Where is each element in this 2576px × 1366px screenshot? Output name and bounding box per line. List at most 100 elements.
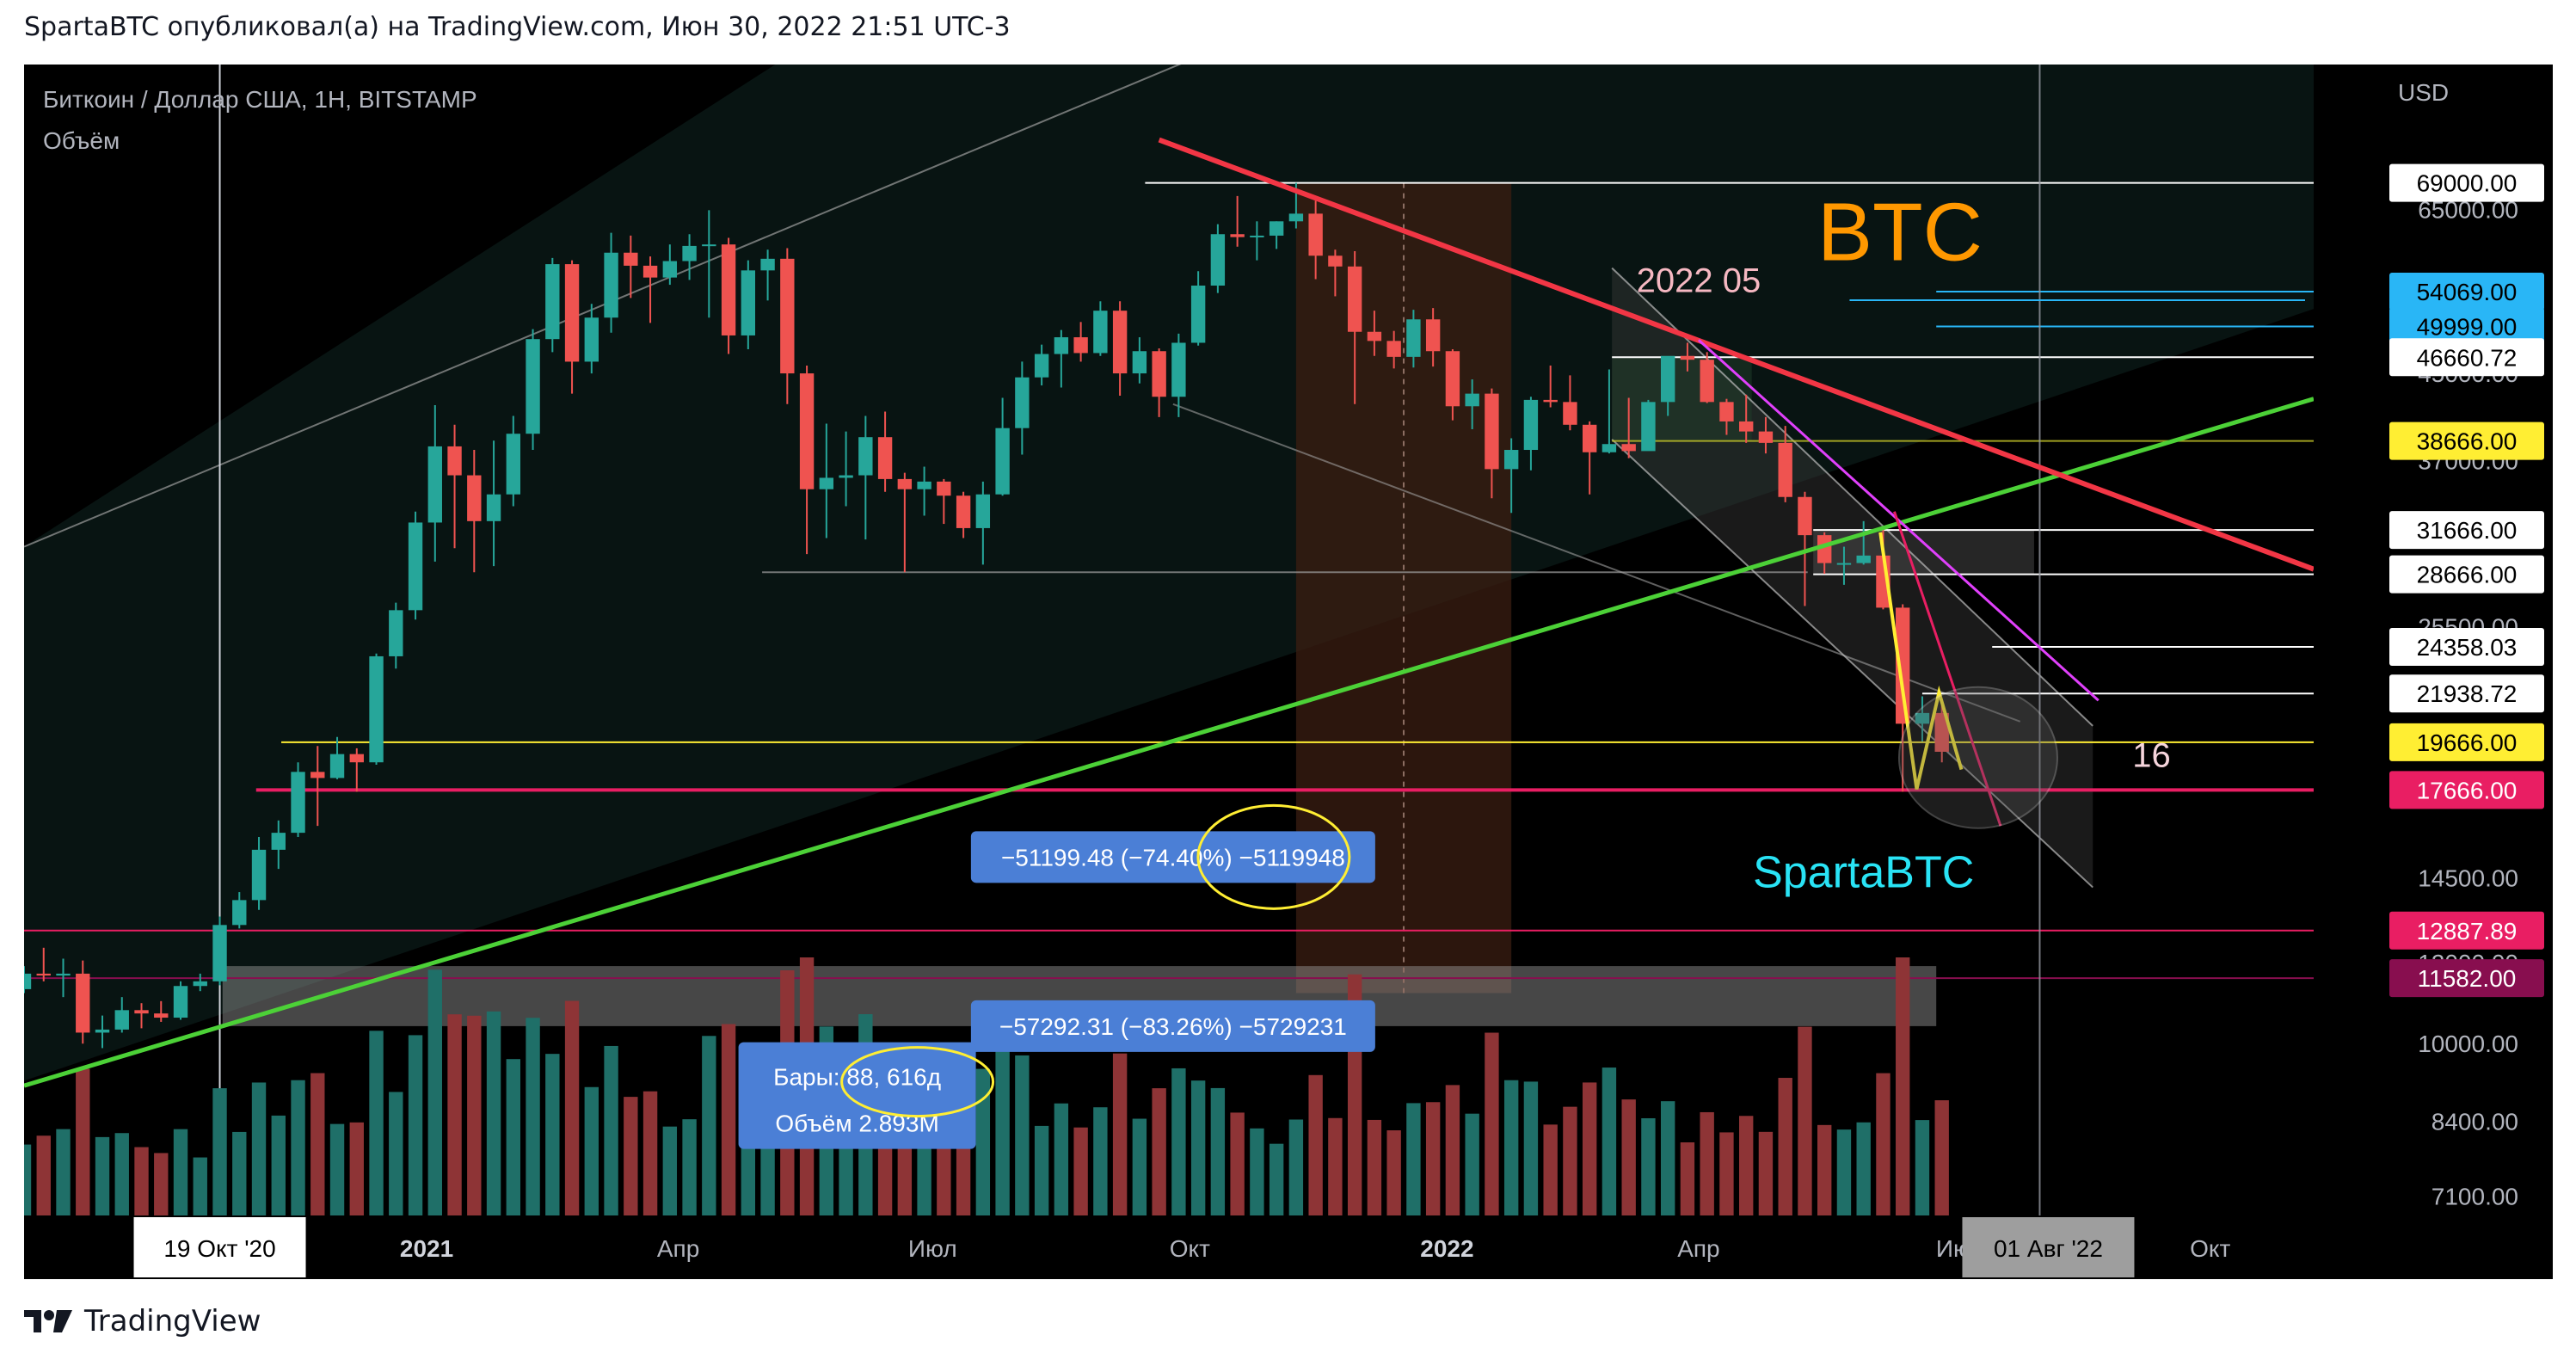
highlight-circle bbox=[1196, 803, 1351, 910]
volume-bar bbox=[1386, 1130, 1401, 1215]
symbol-title[interactable]: Биткоин / Доллар США, 1Н, BITSTAMP bbox=[43, 86, 477, 113]
candle-body bbox=[1660, 355, 1675, 403]
volume-bar bbox=[682, 1119, 697, 1215]
candle-body bbox=[1112, 311, 1128, 374]
chart-annotation: 16 bbox=[2132, 737, 2171, 775]
volume-bar bbox=[36, 1135, 51, 1215]
red-trendline bbox=[1158, 137, 2315, 572]
x-tick-label: Окт bbox=[2190, 1235, 2230, 1262]
candle-body bbox=[1641, 402, 1656, 452]
volume-bar bbox=[1132, 1118, 1147, 1215]
candle-body bbox=[251, 849, 267, 901]
volume-bar bbox=[1680, 1142, 1695, 1215]
candle-body bbox=[1425, 319, 1441, 352]
volume-bar bbox=[1308, 1074, 1323, 1215]
volume-bar bbox=[349, 1122, 364, 1215]
volume-bar bbox=[486, 1011, 501, 1215]
volume-bar bbox=[1700, 1111, 1714, 1215]
candle-body bbox=[1503, 450, 1519, 470]
price-level-tag bbox=[2389, 723, 2544, 761]
candle-body bbox=[154, 1013, 169, 1018]
footer-brand[interactable]: TradingView bbox=[84, 1304, 261, 1338]
candle-body bbox=[36, 973, 51, 976]
volume-bar bbox=[1719, 1132, 1734, 1215]
candle-body bbox=[232, 900, 247, 926]
overlay-layer: 2022 05 BTC SpartaBTC 16 −51199.48 (−74.40%)… bbox=[24, 137, 2315, 1149]
y-tick-label: 14500.00 bbox=[2418, 865, 2518, 892]
volume-bar bbox=[1758, 1131, 1774, 1215]
candle-body bbox=[897, 478, 913, 489]
candle-body bbox=[1700, 360, 1714, 403]
measure-box-text: −57292.31 (−83.26%) −5729231 bbox=[999, 1013, 1347, 1040]
y-tick-label: 10000.00 bbox=[2418, 1031, 2518, 1057]
candle-body bbox=[1093, 311, 1108, 354]
price-chart[interactable]: 2022 05 BTC SpartaBTC 16 −51199.48 (−74.40%)… bbox=[24, 65, 2553, 1279]
candle-body bbox=[212, 925, 227, 981]
candle-body bbox=[1563, 402, 1577, 425]
candle-body bbox=[310, 772, 325, 778]
candle-body bbox=[134, 1010, 149, 1014]
volume-bar bbox=[642, 1091, 658, 1215]
volume-bar bbox=[1896, 957, 1910, 1215]
candle-body bbox=[584, 317, 599, 362]
volume-bar bbox=[173, 1129, 188, 1215]
volume-bar bbox=[1406, 1103, 1421, 1215]
volume-bar bbox=[291, 1080, 305, 1215]
tradingview-logo-icon[interactable] bbox=[24, 1308, 74, 1334]
yellow-wave-path bbox=[1878, 532, 1964, 790]
volume-bar bbox=[1288, 1119, 1304, 1215]
candle-body bbox=[1915, 712, 1930, 724]
range-box-31-28 bbox=[1813, 530, 2034, 575]
candle-body bbox=[1386, 341, 1401, 357]
candle-body bbox=[1034, 354, 1049, 378]
measure-box-text: −51199.48 (−74.40%) −5119948 bbox=[1001, 844, 1345, 871]
volume-bar bbox=[95, 1136, 110, 1215]
highlight-circle-bars bbox=[840, 1046, 995, 1118]
volume-bar bbox=[1543, 1124, 1558, 1215]
candle-body bbox=[917, 481, 931, 489]
candle-body bbox=[1465, 393, 1479, 407]
candle-body bbox=[1778, 442, 1792, 497]
candle-body bbox=[1230, 234, 1245, 237]
candle-body bbox=[1269, 221, 1284, 236]
pink-steep-line bbox=[1893, 511, 2002, 827]
candle-body bbox=[1288, 213, 1304, 222]
volume-bar bbox=[1503, 1080, 1519, 1215]
price-level-tag bbox=[2389, 511, 2544, 550]
volume-bar bbox=[1230, 1112, 1245, 1215]
volume-bar bbox=[1093, 1107, 1108, 1215]
candle-body bbox=[819, 477, 834, 489]
measure-box bbox=[970, 831, 1375, 883]
volume-bar bbox=[154, 1153, 169, 1215]
candle-body bbox=[780, 258, 795, 374]
desc-channel-upper bbox=[1611, 267, 2093, 727]
volume-bar bbox=[1934, 1100, 1949, 1215]
volume-bar bbox=[1112, 1053, 1128, 1215]
candle-body bbox=[937, 481, 951, 496]
volume-bar bbox=[467, 1015, 482, 1215]
candle-body bbox=[447, 446, 462, 476]
volume-bar bbox=[329, 1123, 345, 1215]
publish-header: SpartaBTC опубликовал(а) на TradingView.… bbox=[24, 12, 1011, 42]
volume-bar bbox=[1015, 1055, 1030, 1215]
volume-bar bbox=[271, 1115, 286, 1215]
volume-bar bbox=[1210, 1087, 1226, 1215]
candle-body bbox=[1445, 351, 1460, 407]
price-level-tag-text: 17666.00 bbox=[2417, 777, 2518, 803]
candle-body bbox=[1054, 337, 1069, 354]
candle-body bbox=[799, 373, 815, 489]
chart-frame[interactable]: 2022 05 BTC SpartaBTC 16 −51199.48 (−74.40%)… bbox=[24, 65, 2553, 1279]
volume-indicator-label[interactable]: Объём bbox=[43, 127, 120, 154]
volume-bar bbox=[545, 1054, 560, 1215]
volume-layer bbox=[24, 957, 1949, 1215]
price-level-tag-text: 24358.03 bbox=[2417, 634, 2518, 661]
x-tick-label: Апр bbox=[1677, 1235, 1719, 1262]
price-level-tag-text: 19666.00 bbox=[2417, 729, 2518, 756]
candle-body bbox=[1485, 393, 1499, 470]
candle-body bbox=[1210, 234, 1226, 286]
candle-body bbox=[1836, 563, 1852, 565]
candle-body bbox=[349, 754, 364, 763]
volume-bar bbox=[975, 1068, 991, 1215]
volume-bar bbox=[1328, 1117, 1343, 1215]
volume-bar bbox=[389, 1092, 403, 1215]
